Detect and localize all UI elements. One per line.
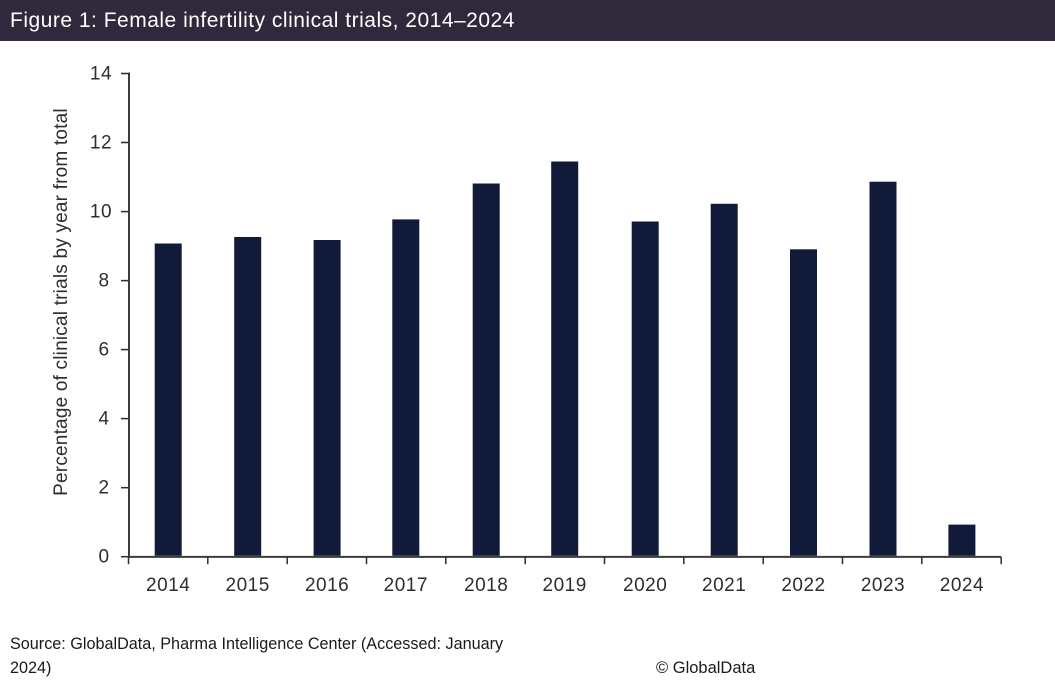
svg-text:12: 12 bbox=[90, 133, 112, 154]
svg-text:2021: 2021 bbox=[702, 575, 746, 596]
svg-text:14: 14 bbox=[90, 64, 112, 85]
svg-text:6: 6 bbox=[98, 340, 109, 361]
svg-text:2020: 2020 bbox=[623, 575, 667, 596]
svg-text:2: 2 bbox=[98, 478, 109, 499]
svg-text:2022: 2022 bbox=[781, 575, 825, 596]
svg-text:Percentage of clinical trials: Percentage of clinical trials by year fr… bbox=[51, 108, 72, 496]
svg-text:2019: 2019 bbox=[543, 575, 587, 596]
svg-text:2023: 2023 bbox=[861, 575, 905, 596]
svg-text:2014: 2014 bbox=[146, 575, 190, 596]
svg-text:2017: 2017 bbox=[384, 575, 428, 596]
svg-text:2016: 2016 bbox=[305, 575, 349, 596]
svg-text:2024: 2024 bbox=[940, 575, 984, 596]
svg-text:8: 8 bbox=[98, 271, 109, 292]
svg-text:10: 10 bbox=[90, 202, 112, 223]
svg-text:0: 0 bbox=[98, 547, 109, 568]
svg-text:4: 4 bbox=[98, 409, 109, 430]
svg-text:2015: 2015 bbox=[226, 575, 270, 596]
svg-text:2018: 2018 bbox=[464, 575, 508, 596]
